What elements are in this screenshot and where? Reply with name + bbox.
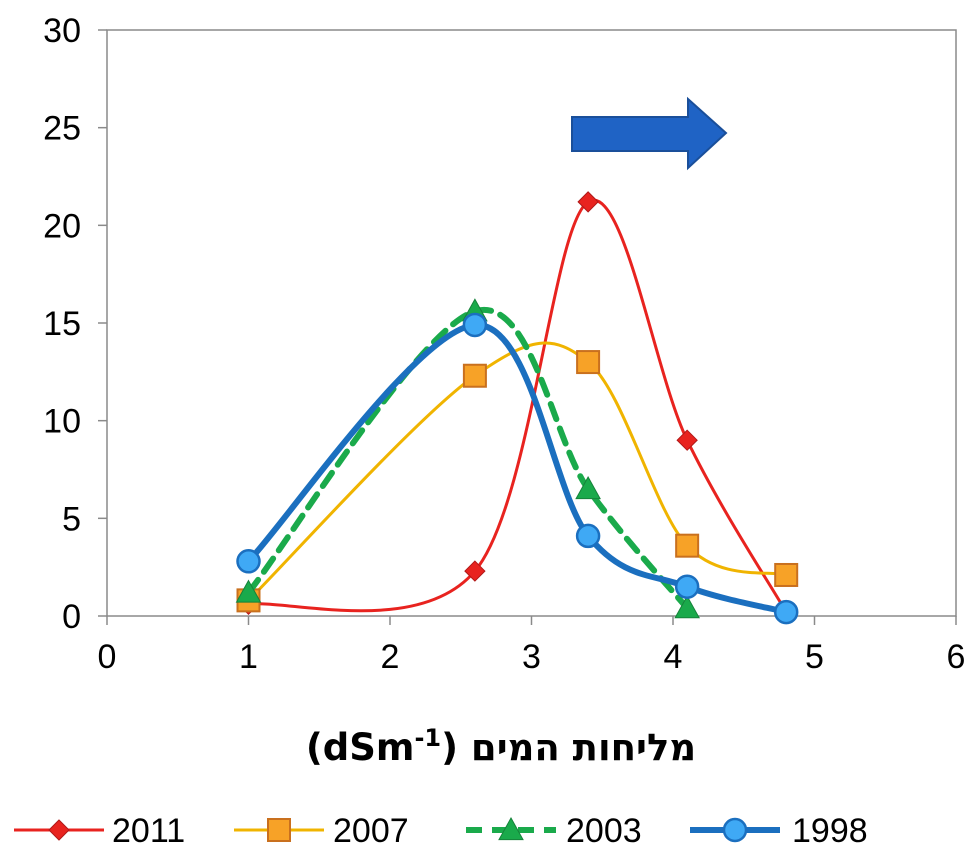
- x-tick-label: 2: [381, 638, 400, 676]
- x-tick-label: 5: [805, 638, 824, 676]
- data-point-1998: [674, 574, 700, 599]
- x-tick-label: 4: [664, 638, 683, 676]
- series-layer: [235, 191, 799, 625]
- x-tick-label: 0: [98, 638, 117, 676]
- plot-area: [106, 29, 957, 617]
- x-tick-label: 1: [239, 638, 258, 676]
- data-point-2003: [674, 595, 700, 619]
- legend-marker-1998: [722, 817, 748, 843]
- arrow-right-annotation: [571, 96, 728, 171]
- data-point-1998: [236, 549, 261, 574]
- y-tick-label: 20: [43, 207, 81, 245]
- data-point-2011: [676, 429, 698, 451]
- legend-label-2011: 2011: [112, 812, 185, 850]
- y-tick-label: 0: [62, 598, 81, 636]
- legend-label-1998: 1998: [792, 812, 868, 850]
- legend-item-2007: 2007: [234, 812, 409, 850]
- y-tick-label: 10: [43, 403, 81, 441]
- y-tick-label: 30: [43, 12, 81, 50]
- series-1998: [236, 312, 799, 625]
- annotation-layer: [571, 96, 728, 171]
- data-point-2007: [675, 533, 700, 558]
- legend-item-1998: 1998: [690, 812, 868, 850]
- axes: 0 1 2 3 4 5 6 0 5 10 15 20 25 30: [43, 12, 965, 676]
- y-tick-label: 5: [62, 500, 81, 538]
- legend: 2011 2007 2003 1998: [14, 812, 868, 850]
- legend-marker-2003: [498, 816, 524, 841]
- data-point-2011: [464, 560, 486, 582]
- series-line-2011: [247, 198, 788, 614]
- legend-item-2011: 2011: [14, 812, 185, 850]
- x-axis-title-main: מליחות המים (dSm: [323, 726, 696, 769]
- x-axis-title: מליחות המים (dSm-1): [306, 724, 696, 769]
- data-point-2007: [576, 350, 601, 375]
- y-tick-label: 25: [43, 110, 81, 148]
- data-point-2007: [462, 363, 487, 388]
- legend-label-2007: 2007: [333, 812, 409, 850]
- legend-marker-2007: [267, 818, 291, 842]
- series-2007: [236, 341, 799, 613]
- x-tick-label: 6: [947, 638, 966, 676]
- legend-item-2003: 2003: [466, 812, 642, 850]
- x-axis-title-close: ): [306, 726, 323, 769]
- data-point-1998: [575, 523, 601, 549]
- data-point-2011: [577, 191, 599, 213]
- data-point-2007: [774, 562, 799, 587]
- x-axis-title-superscript: -1: [414, 724, 441, 752]
- y-tick-label: 15: [43, 305, 81, 343]
- legend-label-2003: 2003: [566, 812, 642, 850]
- data-point-1998: [462, 312, 488, 338]
- data-point-2003: [235, 579, 262, 603]
- series-line-2003: [245, 306, 691, 612]
- data-point-2003: [575, 476, 601, 500]
- legend-marker-2011: [48, 819, 70, 841]
- data-point-1998: [773, 599, 799, 625]
- x-tick-label: 3: [522, 638, 541, 676]
